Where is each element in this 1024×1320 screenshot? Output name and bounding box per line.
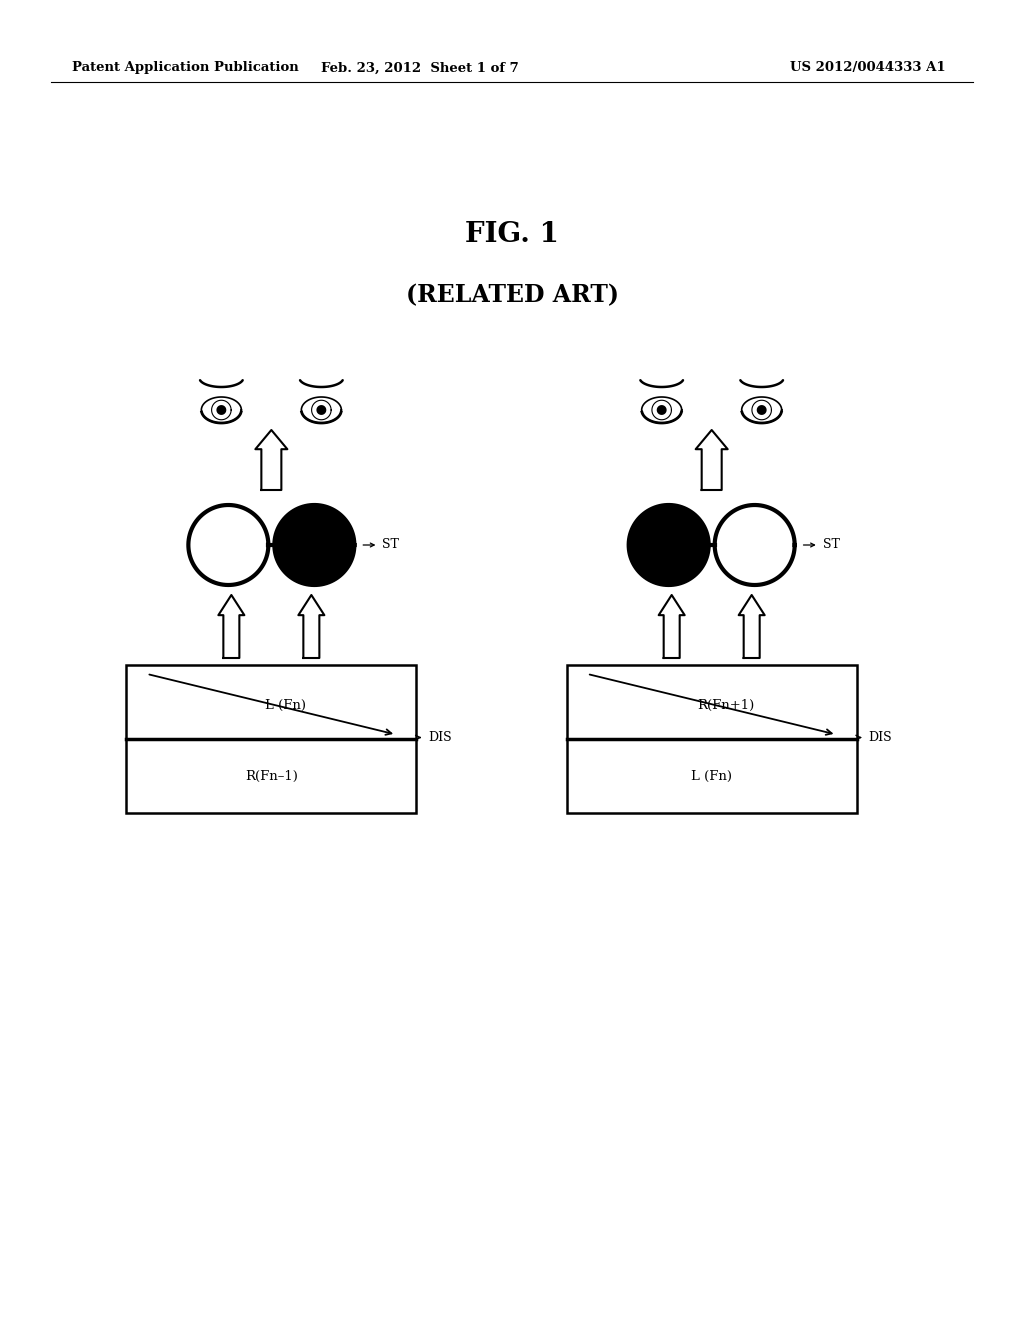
Polygon shape bbox=[216, 405, 226, 414]
Text: ST: ST bbox=[822, 539, 840, 552]
Text: L (Fn): L (Fn) bbox=[691, 770, 732, 783]
Polygon shape bbox=[741, 397, 781, 422]
Polygon shape bbox=[658, 595, 685, 657]
Polygon shape bbox=[316, 405, 327, 414]
Bar bbox=[566, 665, 857, 813]
Polygon shape bbox=[738, 595, 765, 657]
Bar bbox=[126, 665, 417, 813]
Text: DIS: DIS bbox=[428, 731, 452, 744]
Text: R(Fn+1): R(Fn+1) bbox=[697, 698, 755, 711]
Polygon shape bbox=[757, 405, 767, 414]
Text: R(Fn–1): R(Fn–1) bbox=[245, 770, 298, 783]
Text: FIG. 1: FIG. 1 bbox=[465, 222, 559, 248]
Text: (RELATED ART): (RELATED ART) bbox=[406, 282, 618, 308]
Polygon shape bbox=[629, 506, 709, 585]
Polygon shape bbox=[642, 397, 682, 422]
Text: ST: ST bbox=[382, 539, 399, 552]
Polygon shape bbox=[656, 405, 667, 414]
Polygon shape bbox=[274, 506, 354, 585]
Text: Feb. 23, 2012  Sheet 1 of 7: Feb. 23, 2012 Sheet 1 of 7 bbox=[322, 62, 519, 74]
Polygon shape bbox=[202, 397, 242, 422]
Polygon shape bbox=[255, 430, 288, 490]
Polygon shape bbox=[695, 430, 728, 490]
Polygon shape bbox=[298, 595, 325, 657]
Polygon shape bbox=[715, 506, 795, 585]
Text: L (Fn): L (Fn) bbox=[265, 698, 306, 711]
Polygon shape bbox=[218, 595, 245, 657]
Text: DIS: DIS bbox=[868, 731, 892, 744]
Polygon shape bbox=[188, 506, 268, 585]
Text: US 2012/0044333 A1: US 2012/0044333 A1 bbox=[790, 62, 945, 74]
Polygon shape bbox=[301, 397, 341, 422]
Text: Patent Application Publication: Patent Application Publication bbox=[72, 62, 299, 74]
